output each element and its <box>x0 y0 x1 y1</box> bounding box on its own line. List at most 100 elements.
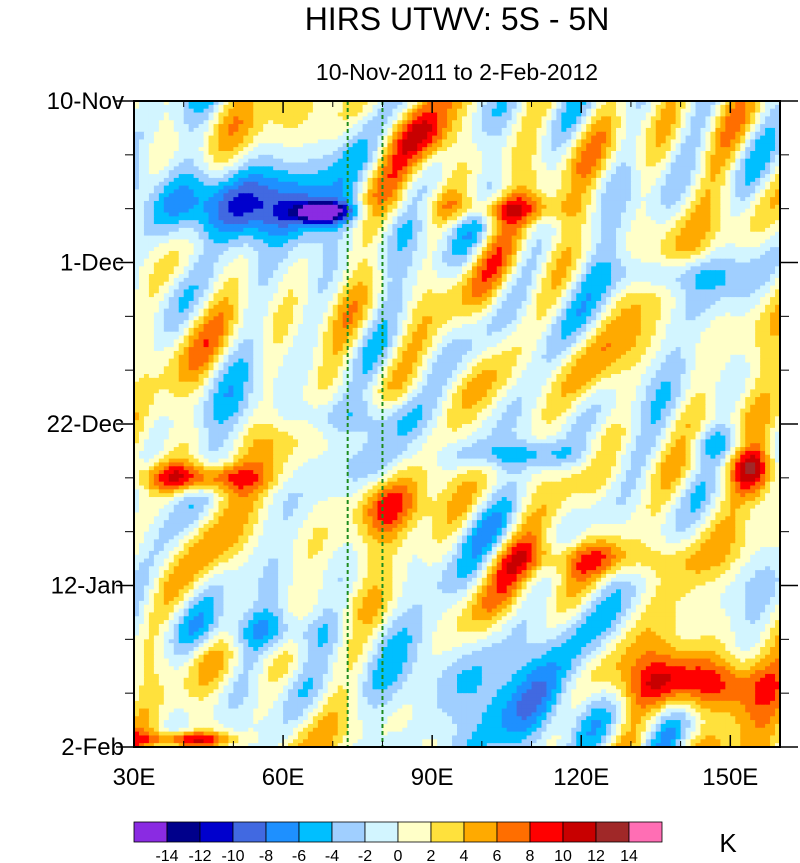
heatmap-cell <box>328 113 334 117</box>
heatmap-cell <box>537 120 543 124</box>
heatmap-cell <box>487 155 493 159</box>
heatmap-cell <box>696 132 702 136</box>
heatmap-cell <box>407 116 413 120</box>
heatmap-cell <box>199 136 205 140</box>
heatmap-cell <box>457 163 463 167</box>
heatmap-cell <box>308 136 314 140</box>
heatmap-cell <box>561 136 567 140</box>
heatmap-cell <box>611 109 617 113</box>
heatmap-cell <box>750 116 756 120</box>
heatmap-cell <box>477 139 483 143</box>
heatmap-cell <box>656 109 662 113</box>
heatmap-cell <box>457 132 463 136</box>
heatmap-cell <box>432 143 438 147</box>
heatmap-cell <box>770 139 776 143</box>
heatmap-cell <box>487 151 493 155</box>
heatmap-cell <box>651 116 657 120</box>
heatmap-cell <box>537 139 543 143</box>
heatmap-cell <box>666 151 672 155</box>
heatmap-cell <box>392 159 398 163</box>
heatmap-cell <box>661 163 667 167</box>
heatmap-cell <box>487 109 493 113</box>
heatmap-cell <box>387 159 393 163</box>
heatmap-cell <box>750 155 756 159</box>
heatmap-cell <box>268 128 274 132</box>
heatmap-cell <box>253 109 259 113</box>
heatmap-cell <box>363 124 369 128</box>
heatmap-cell <box>586 163 592 167</box>
heatmap-cell <box>209 116 215 120</box>
heatmap-cell <box>765 105 771 109</box>
heatmap-cell <box>293 128 299 132</box>
heatmap-cell <box>482 116 488 120</box>
heatmap-cell <box>671 105 677 109</box>
heatmap-cell <box>273 136 279 140</box>
heatmap-cell <box>705 163 711 167</box>
heatmap-cell <box>586 132 592 136</box>
heatmap-cell <box>566 109 572 113</box>
heatmap-cell <box>218 159 224 163</box>
heatmap-cell <box>686 151 692 155</box>
heatmap-cell <box>656 159 662 163</box>
heatmap-cell <box>258 105 264 109</box>
heatmap-cell <box>169 159 175 163</box>
heatmap-cell <box>477 151 483 155</box>
heatmap-cell <box>765 163 771 167</box>
heatmap-cell <box>373 116 379 120</box>
heatmap-cell <box>770 109 776 113</box>
heatmap-cell <box>199 132 205 136</box>
heatmap-cell <box>546 139 552 143</box>
heatmap-cell <box>581 124 587 128</box>
heatmap-cell <box>556 163 562 167</box>
heatmap-cell <box>373 155 379 159</box>
heatmap-cell <box>666 143 672 147</box>
heatmap-cell <box>392 105 398 109</box>
heatmap-cell <box>353 151 359 155</box>
heatmap-cell <box>417 151 423 155</box>
heatmap-cell <box>358 151 364 155</box>
heatmap-cell <box>641 124 647 128</box>
heatmap-cell <box>666 105 672 109</box>
heatmap-cell <box>616 159 622 163</box>
heatmap-cell <box>735 136 741 140</box>
heatmap-cell <box>755 124 761 128</box>
heatmap-cell <box>621 124 627 128</box>
heatmap-cell <box>353 124 359 128</box>
heatmap-cell <box>686 159 692 163</box>
heatmap-cell <box>199 163 205 167</box>
heatmap-cell <box>363 113 369 117</box>
heatmap-cell <box>636 147 642 151</box>
heatmap-cell <box>447 105 453 109</box>
heatmap-cell <box>437 159 443 163</box>
heatmap-cell <box>546 136 552 140</box>
heatmap-cell <box>666 124 672 128</box>
heatmap-cell <box>686 147 692 151</box>
heatmap-cell <box>432 163 438 167</box>
heatmap-cell <box>368 163 374 167</box>
heatmap-cell <box>512 159 518 163</box>
heatmap-cell <box>477 143 483 147</box>
heatmap-cell <box>467 124 473 128</box>
heatmap-cell <box>705 159 711 163</box>
heatmap-cell <box>258 136 264 140</box>
heatmap-cell <box>154 147 160 151</box>
heatmap-cell <box>179 151 185 155</box>
heatmap-cell <box>512 116 518 120</box>
heatmap-cell <box>720 132 726 136</box>
heatmap-cell <box>596 109 602 113</box>
heatmap-cell <box>715 120 721 124</box>
heatmap-cell <box>740 163 746 167</box>
heatmap-cell <box>586 155 592 159</box>
heatmap-cell <box>710 136 716 140</box>
heatmap-cell <box>477 147 483 151</box>
heatmap-cell <box>204 166 210 170</box>
heatmap-cell <box>755 159 761 163</box>
heatmap-cell <box>189 155 195 159</box>
heatmap-cell <box>333 105 339 109</box>
heatmap-cell <box>482 151 488 155</box>
heatmap-cell <box>571 159 577 163</box>
heatmap-cell <box>189 166 195 170</box>
heatmap-cell <box>561 105 567 109</box>
heatmap-cell <box>233 113 239 117</box>
heatmap-cell <box>194 109 200 113</box>
